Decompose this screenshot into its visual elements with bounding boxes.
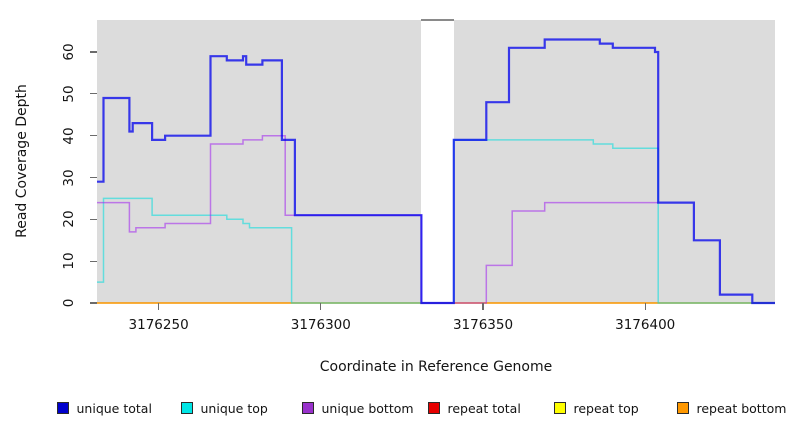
legend-label: unique top: [200, 400, 268, 416]
legend-label: repeat bottom: [696, 400, 787, 416]
legend-item-unique-total: unique total: [57, 399, 152, 417]
y-tick: [90, 176, 97, 179]
x-tick: [320, 303, 322, 310]
x-tick-label: 3176250: [128, 317, 189, 333]
y-tick: [90, 302, 97, 304]
x-tick: [482, 303, 484, 310]
y-tick-label: 40: [61, 127, 77, 145]
legend-item-repeat-total: repeat total: [428, 399, 521, 417]
series-line-unique-top: [97, 139, 775, 304]
legend-item-unique-top: unique top: [181, 399, 268, 417]
legend-item-repeat-top: repeat top: [554, 399, 639, 417]
x-axis-label: Coordinate in Reference Genome: [319, 359, 553, 375]
legend-swatch: [181, 402, 193, 414]
gap-top-border: [421, 18, 454, 21]
x-tick-label: 3176400: [615, 317, 676, 333]
y-tick-label: 60: [61, 43, 77, 61]
legend-swatch: [554, 402, 566, 414]
x-tick-label: 3176300: [290, 317, 351, 333]
y-tick-label: 20: [61, 210, 77, 228]
legend-swatch: [302, 402, 314, 414]
y-tick: [90, 93, 97, 95]
x-tick-label: 3176350: [452, 317, 514, 333]
coverage-gap-band: [421, 20, 454, 303]
x-tick: [157, 303, 160, 310]
y-tick-label: 0: [61, 298, 77, 308]
legend-swatch: [57, 402, 69, 414]
y-tick: [90, 51, 97, 53]
legend-label: unique bottom: [321, 400, 414, 416]
series-line-unique-total: [97, 38, 775, 305]
coverage-step-lines: [97, 38, 775, 305]
y-tick: [90, 135, 97, 137]
x-tick: [644, 303, 646, 310]
legend-label: repeat top: [573, 400, 639, 416]
series-line-unique-bottom: [97, 134, 659, 304]
y-tick-label: 10: [61, 252, 77, 270]
legend-label: repeat total: [447, 400, 521, 416]
legend-label: unique total: [76, 400, 152, 416]
y-axis-label: Read Coverage Depth: [14, 84, 30, 238]
y-tick: [90, 260, 97, 262]
legend-swatch: [677, 402, 689, 414]
legend-item-repeat-bottom: repeat bottom: [677, 399, 786, 417]
y-tick-label: 50: [61, 85, 77, 103]
legend-item-unique-bottom: unique bottom: [302, 399, 414, 417]
y-tick-label: 30: [61, 168, 77, 187]
legend-swatch: [428, 402, 440, 414]
y-tick: [90, 218, 97, 220]
